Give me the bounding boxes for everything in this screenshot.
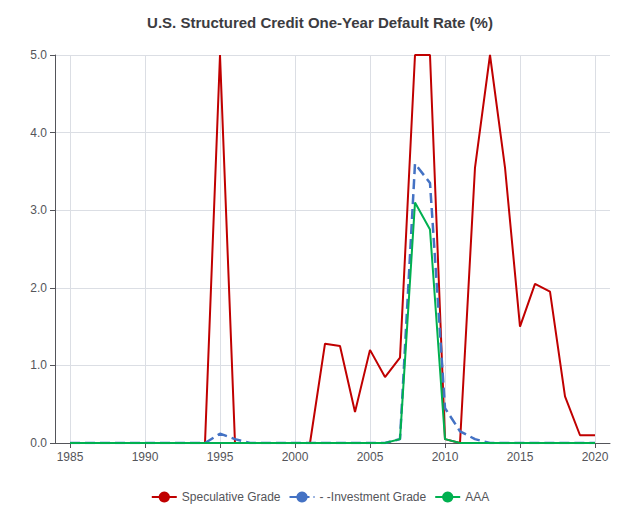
svg-text:1995: 1995 bbox=[207, 450, 234, 464]
svg-text:AAA: AAA bbox=[465, 490, 489, 504]
svg-text:2010: 2010 bbox=[432, 450, 459, 464]
svg-text:5.0: 5.0 bbox=[30, 48, 47, 62]
svg-text:2020: 2020 bbox=[582, 450, 609, 464]
svg-text:2015: 2015 bbox=[507, 450, 534, 464]
svg-text:1985: 1985 bbox=[57, 450, 84, 464]
svg-text:1.0: 1.0 bbox=[30, 358, 47, 372]
svg-text:4.0: 4.0 bbox=[30, 126, 47, 140]
svg-text:U.S. Structured Credit One-Yea: U.S. Structured Credit One-Year Default … bbox=[147, 14, 493, 31]
svg-text:Speculative Grade: Speculative Grade bbox=[182, 490, 281, 504]
svg-text:0.0: 0.0 bbox=[30, 436, 47, 450]
svg-text:- -Investment Grade: - -Investment Grade bbox=[320, 490, 427, 504]
svg-text:2005: 2005 bbox=[357, 450, 384, 464]
svg-text:1990: 1990 bbox=[132, 450, 159, 464]
svg-text:2.0: 2.0 bbox=[30, 281, 47, 295]
svg-text:3.0: 3.0 bbox=[30, 203, 47, 217]
svg-text:2000: 2000 bbox=[282, 450, 309, 464]
